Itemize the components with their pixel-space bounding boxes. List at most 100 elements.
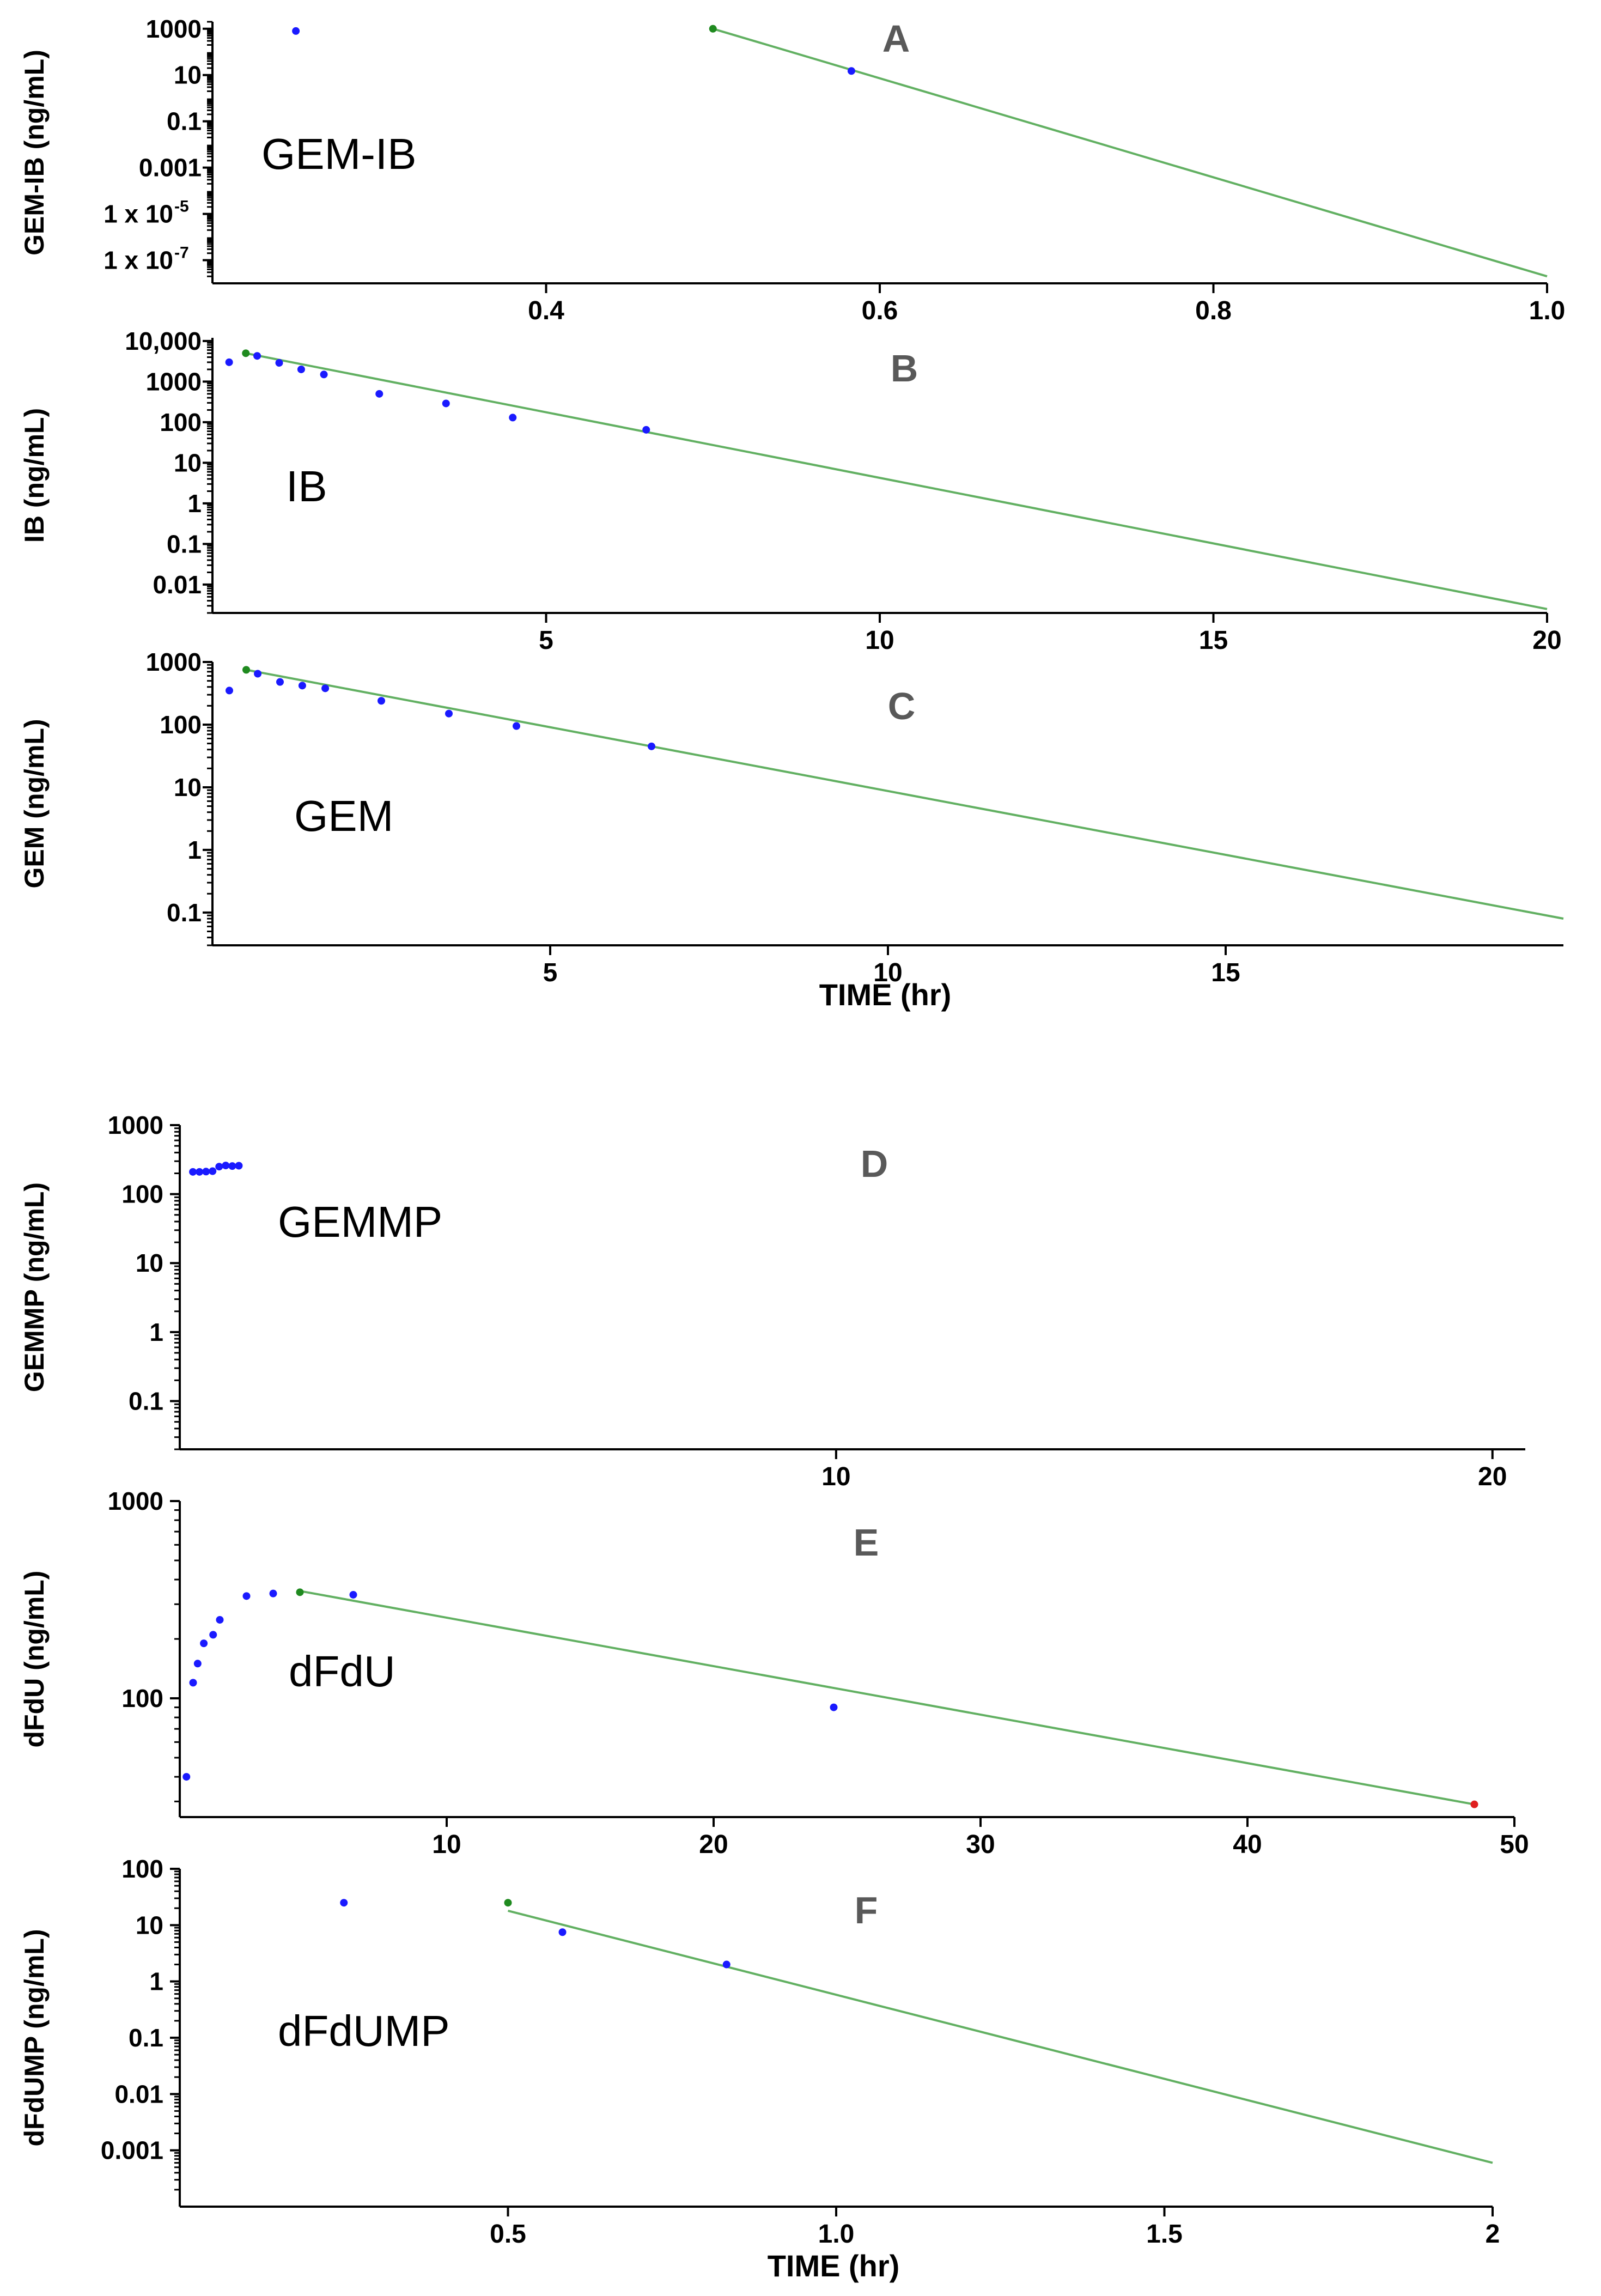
y-tick-label: 0.1 (167, 898, 202, 927)
y-tick-label: 0.01 (153, 570, 202, 599)
y-tick-label: 10 (136, 1911, 163, 1939)
observed-point (209, 1167, 217, 1175)
observed-point (375, 390, 383, 398)
y-tick-exponent: -7 (174, 244, 189, 262)
x-tick-label: 2 (1486, 2220, 1500, 2249)
observed-point (193, 1660, 202, 1668)
series-label: dFdU (289, 1647, 395, 1696)
y-tick-label: 1000 (146, 367, 202, 396)
x-tick-label: 50 (1500, 1830, 1529, 1859)
x-tick-label: 40 (1233, 1830, 1262, 1859)
x-tick-label: 20 (1478, 1462, 1507, 1491)
y-axis-title: dFdUMP (ng/mL) (19, 1929, 50, 2147)
y-tick-label: 0.001 (101, 2136, 163, 2165)
x-tick-label: 30 (966, 1830, 995, 1859)
panel-letter: C (888, 685, 916, 727)
observed-point (216, 1615, 224, 1624)
x-tick-label: 1.5 (1146, 2220, 1183, 2249)
observed-point (349, 1590, 357, 1599)
x-tick-label: 10 (432, 1830, 461, 1859)
y-tick-label: 10 (174, 61, 202, 89)
y-axis-title: dFdU (ng/mL) (19, 1571, 50, 1748)
y-axis-title: GEM (ng/mL) (19, 719, 50, 888)
fit-start-point (709, 25, 717, 33)
observed-point (182, 1773, 191, 1781)
observed-point (722, 1960, 731, 1969)
x-tick-label: 20 (1532, 626, 1561, 655)
y-tick-label: 1 (149, 1318, 163, 1346)
fit-start-point (242, 666, 250, 674)
x-axis-title: TIME (hr) (819, 977, 952, 1012)
fit-start-point (242, 349, 250, 357)
observed-point (378, 697, 385, 705)
fit-line (246, 669, 1564, 920)
x-tick-label: 0.6 (862, 296, 898, 325)
y-tick-label: 0.1 (167, 107, 202, 136)
panel-c: 1000 100 10 1 0.1 5 10 15 GEM (ng/mL) TIME (hr) C G… (19, 648, 1564, 1012)
observed-point (298, 682, 306, 690)
y-tick-label: 10 (174, 773, 202, 801)
x-tick-label: 10 (821, 1462, 850, 1491)
x-tick-label: 1.0 (1529, 296, 1566, 325)
x-tick-label: 10 (865, 626, 894, 655)
observed-point (269, 1589, 277, 1598)
y-tick-label: 1 x 10 (104, 246, 173, 275)
fit-line (508, 1910, 1493, 2164)
observed-point (202, 1168, 210, 1176)
observed-point (558, 1928, 567, 1936)
panel-f: 100 10 1 0.1 0.01 0.001 0.5 1.0 1.5 2 dFdUMP (ng/m… (19, 1855, 1500, 2283)
x-tick-label: 0.4 (528, 296, 564, 325)
x-tick-label: 15 (1199, 626, 1228, 655)
observed-point (445, 709, 453, 718)
y-tick-label: 10 (174, 448, 202, 477)
panel-letter: A (882, 17, 910, 60)
x-tick-label: 0.8 (1195, 296, 1232, 325)
y-tick-label: 1 (187, 836, 202, 864)
observed-point (442, 399, 450, 408)
panel-d: 1000 100 10 1 0.1 10 20 GEMMP (ng/mL) D GEMMP (19, 1111, 1525, 1491)
y-tick-label: 100 (121, 1855, 163, 1883)
x-tick-label: 20 (699, 1830, 728, 1859)
series-label: GEM-IB (261, 130, 416, 178)
observed-point (226, 687, 233, 695)
observed-point (222, 1162, 230, 1170)
observed-point (189, 1168, 197, 1176)
observed-point (196, 1168, 204, 1176)
observed-point (189, 1679, 197, 1687)
x-tick-label: 0.5 (490, 2220, 526, 2249)
panel-letter: F (855, 1889, 878, 1931)
y-tick-exponent: -5 (174, 198, 189, 216)
y-tick-label: 10 (136, 1249, 163, 1277)
x-tick-label: 10 (873, 958, 902, 987)
fit-line (245, 352, 1548, 610)
y-tick-label: 1000 (146, 648, 202, 676)
fit-line (713, 27, 1548, 278)
x-axis-title: TIME (hr) (768, 2249, 900, 2283)
y-tick-label: 0.001 (139, 154, 202, 182)
observed-point (509, 414, 517, 422)
fit-line (300, 1590, 1475, 1806)
observed-point (235, 1162, 243, 1170)
observed-point (276, 678, 284, 686)
panel-letter: E (854, 1521, 879, 1564)
observed-point (642, 426, 650, 434)
observed-point (215, 1163, 223, 1171)
y-axis-title: GEM-IB (ng/mL) (19, 50, 50, 256)
observed-point (225, 358, 233, 366)
y-tick-label: 1000 (146, 15, 202, 43)
observed-point (321, 684, 330, 693)
series-label: dFdUMP (278, 2007, 450, 2055)
fit-start-point (296, 1588, 304, 1596)
x-tick-label: 1.0 (818, 2220, 855, 2249)
observed-point (200, 1639, 208, 1648)
y-axis-title: GEMMP (ng/mL) (19, 1182, 50, 1392)
observed-point (297, 365, 305, 373)
y-tick-label: 0.01 (114, 2080, 163, 2108)
observed-point (513, 722, 520, 730)
observed-point (340, 1899, 348, 1907)
y-tick-label: 1000 (108, 1111, 163, 1139)
x-tick-label: 15 (1211, 958, 1240, 987)
